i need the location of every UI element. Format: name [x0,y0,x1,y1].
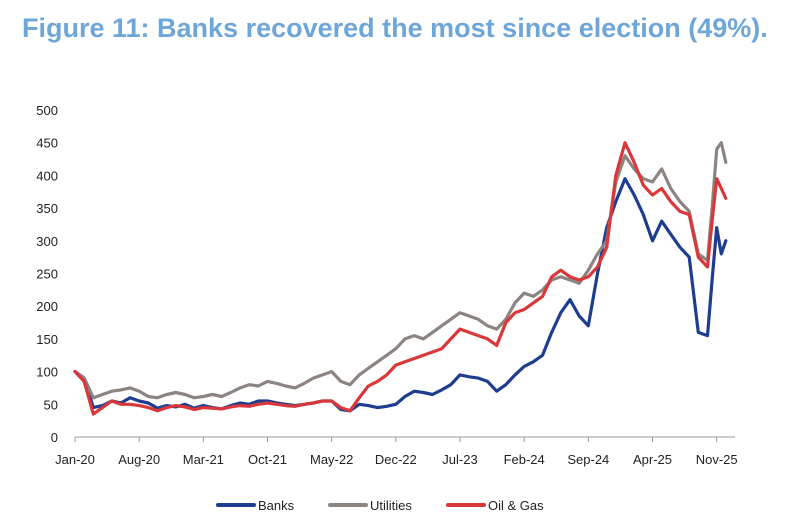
y-tick-label: 400 [36,168,58,183]
y-tick-label: 350 [36,201,58,216]
x-tick-label: Dec-22 [375,452,417,467]
y-tick-label: 500 [36,103,58,118]
y-tick-label: 150 [36,332,58,347]
series-line-utilities [73,141,728,400]
x-tick-label: Mar-21 [183,452,224,467]
x-tick-label: Apr-25 [633,452,672,467]
y-tick-label: 50 [44,397,58,412]
y-tick-label: 450 [36,136,58,151]
y-tick-label: 100 [36,365,58,380]
legend-label-utilities: Utilities [370,498,412,513]
legend-label-banks: Banks [258,498,295,513]
series-line-oil-gas [73,141,728,416]
x-tick-label: Oct-21 [248,452,287,467]
x-tick-label: Feb-24 [504,452,545,467]
y-axis: 0 50 100 150 200 250 300 350 400 450 500 [36,103,58,445]
legend-label-oil-gas: Oil & Gas [488,498,544,513]
y-tick-label: 250 [36,267,58,282]
series-lines [73,141,728,416]
x-tick-label: Jan-20 [55,452,95,467]
series-line-banks [73,177,728,413]
x-tick-label: May-22 [310,452,353,467]
x-tick-label: Aug-20 [118,452,160,467]
y-tick-label: 200 [36,299,58,314]
legend: Banks Utilities Oil & Gas [216,498,544,513]
chart-title: Figure 11: Banks recovered the most sinc… [22,13,768,43]
y-tick-label: 0 [51,430,58,445]
y-tick-label: 300 [36,234,58,249]
x-tick-label: Sep-24 [567,452,609,467]
x-axis: Jan-20 Aug-20 Mar-21 Oct-21 May-22 Dec-22 Jul-… [55,436,738,467]
x-tick-label: Nov-25 [696,452,738,467]
x-tick-label: Jul-23 [442,452,477,467]
